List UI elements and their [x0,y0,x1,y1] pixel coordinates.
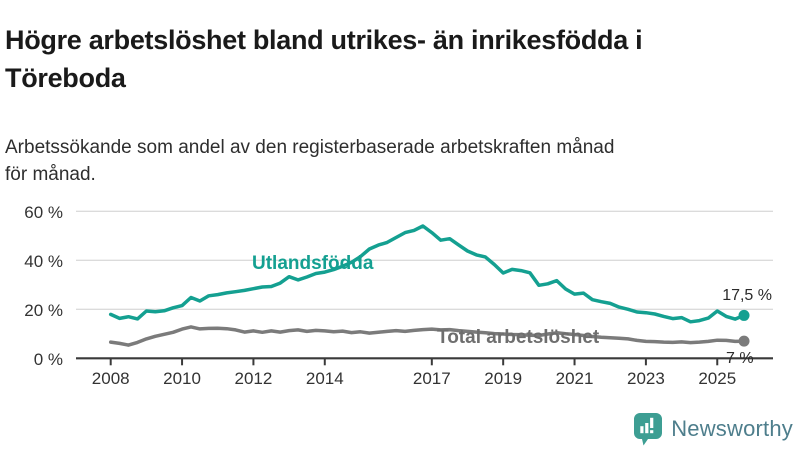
y-tick-label-60: 60 % [24,203,63,222]
end-dot-utlandsf-dda [738,309,750,321]
end-dot-total-arbetsl-shet [738,335,750,347]
subtitle-line-1: Arbetssökande som andel av den registerb… [5,137,615,158]
page-title: Högre arbetslöshet bland utrikes- än inr… [5,21,795,97]
end-value-label-total-arbetsloshet: 7 % [726,350,754,367]
chart-subtitle: Arbetssökande som andel av den registerb… [5,134,795,188]
x-tick-label-2023: 2023 [627,369,665,388]
newsworthy-logo: Newsworthy [634,411,793,447]
x-tick-label-2010: 2010 [163,369,201,388]
line-total-arbetsl-shet [108,325,746,347]
subtitle-line-2: för månad. [5,164,96,185]
series-label-utlandsfodda: Utlandsfödda [252,253,374,274]
line-chart: 0 % 20 % 40 % 60 % 2008 2010 2012 2014 2017 2019 2… [0,190,800,410]
logo-exclamation [650,417,654,428]
logo-bar-medium [645,422,649,433]
x-tick-label-2025: 2025 [698,369,736,388]
line-utlandsf-dda [108,224,746,324]
x-tick-label-2008: 2008 [92,369,130,388]
y-tick-label-0: 0 % [34,350,63,369]
brand-name: Newsworthy [671,416,793,441]
newsworthy-logo-icon [634,412,663,445]
title-line-1: Högre arbetslöshet bland utrikes- än inr… [5,25,643,56]
chart-canvas: 0 % 20 % 40 % 60 % 2008 2010 2012 2014 2017 2019 2… [24,203,773,388]
series-label-total-arbetsloshet: Total arbetslöshet [437,327,600,348]
y-tick-label-20: 20 % [24,301,63,320]
x-tick-label-2014: 2014 [306,369,344,388]
y-tick-label-40: 40 % [24,252,63,271]
end-value-label-utlandsfodda: 17,5 % [722,287,772,304]
x-tick-label-2019: 2019 [484,369,522,388]
x-tick-label-2012: 2012 [235,369,273,388]
logo-exclamation-dot [650,429,654,433]
title-line-2: Töreboda [5,63,126,94]
logo-bar-small [640,425,644,433]
x-tick-label-2021: 2021 [556,369,594,388]
x-tick-label-2017: 2017 [413,369,451,388]
